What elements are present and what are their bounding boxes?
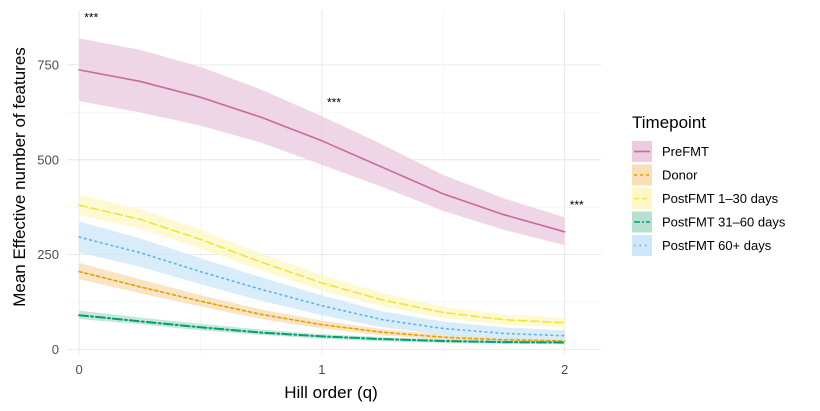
- legend-label: PostFMT 1–30 days: [662, 191, 779, 206]
- x-tick-label: 1: [318, 362, 325, 377]
- ribbon-postfmt-60-days: [79, 221, 565, 342]
- line-postfmt-31-60-days: [78, 314, 566, 344]
- legend-title: Timepoint: [632, 113, 706, 132]
- legend-key-fill: [632, 235, 652, 256]
- legend-item: PreFMT: [632, 141, 709, 162]
- y-tick-label: 500: [37, 152, 59, 167]
- legend-item: PostFMT 60+ days: [632, 235, 772, 256]
- y-tick-label: 0: [52, 342, 59, 357]
- y-tick-label: 250: [37, 247, 59, 262]
- ribbon-postfmt-31-60-days: [79, 310, 565, 345]
- x-axis-title: Hill order (q): [284, 383, 378, 402]
- legend-label: Donor: [662, 168, 698, 183]
- legend-item: Donor: [632, 164, 698, 186]
- legend: Timepoint PreFMT Donor PostFMT 1–30 days Po…: [632, 113, 786, 256]
- line-postfmt-1-30-days: [78, 204, 566, 324]
- significance-annotation: ***: [327, 96, 341, 110]
- legend-label: PreFMT: [662, 144, 709, 159]
- y-tick-label: 750: [37, 57, 59, 72]
- x-tick-label: 0: [76, 362, 83, 377]
- axis-ticks: 0 250 500 750 0 1 2: [37, 57, 568, 377]
- legend-item: PostFMT 31–60 days: [632, 211, 786, 233]
- series-lines: [78, 69, 566, 344]
- legend-items: PreFMT Donor PostFMT 1–30 days PostFMT 31–6…: [632, 141, 786, 256]
- y-axis-title: Mean Effective number of features: [10, 47, 29, 307]
- legend-label: PostFMT 60+ days: [662, 238, 772, 253]
- line-prefmt: [78, 69, 566, 233]
- line-donor: [78, 270, 566, 342]
- significance-annotation: ***: [84, 10, 98, 24]
- ribbon-postfmt-1-30-days: [79, 195, 565, 328]
- x-tick-label: 2: [561, 362, 568, 377]
- ribbon-donor: [79, 262, 565, 344]
- legend-item: PostFMT 1–30 days: [632, 188, 779, 209]
- significance-annotations: *** *** ***: [84, 10, 584, 212]
- line-postfmt-60-days: [78, 236, 566, 337]
- legend-label: PostFMT 31–60 days: [662, 215, 786, 230]
- significance-annotation: ***: [570, 198, 584, 212]
